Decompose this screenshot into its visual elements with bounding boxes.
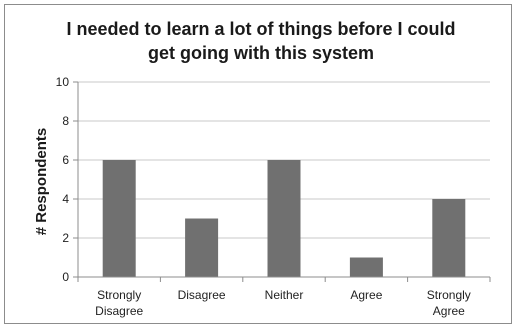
bars [102,160,466,277]
bar [349,257,383,277]
x-axis-categories: Strongly Disagree Disagree Neither Agree Stro… [95,288,471,318]
y-tick-label: 0 [62,270,69,284]
y-tick-label: 8 [62,114,69,128]
axes [77,82,491,282]
y-tick-label: 6 [62,153,69,167]
chart-frame [4,4,512,324]
bar [267,160,301,277]
bar [102,160,136,277]
y-tick-label: 10 [56,75,70,89]
chart-title: I needed to learn a lot of things before… [66,19,455,63]
x-category-label: Strongly Agree [427,288,471,318]
x-category-label: Neither [265,288,304,302]
y-axis-label: # Respondents [33,128,50,236]
y-tick-label: 4 [62,192,69,206]
bar [185,218,219,277]
y-tick-label: 2 [62,231,69,245]
x-category-label: Agree [350,288,382,302]
y-axis-ticks: 0 2 4 6 8 10 [56,75,78,284]
chart-title-line: I needed to learn a lot of things before… [66,19,455,39]
x-category-label: Strongly Disagree [95,288,143,318]
bar [432,199,466,277]
chart-title-line: get going with this system [148,43,374,63]
x-category-label: Disagree [178,288,226,302]
